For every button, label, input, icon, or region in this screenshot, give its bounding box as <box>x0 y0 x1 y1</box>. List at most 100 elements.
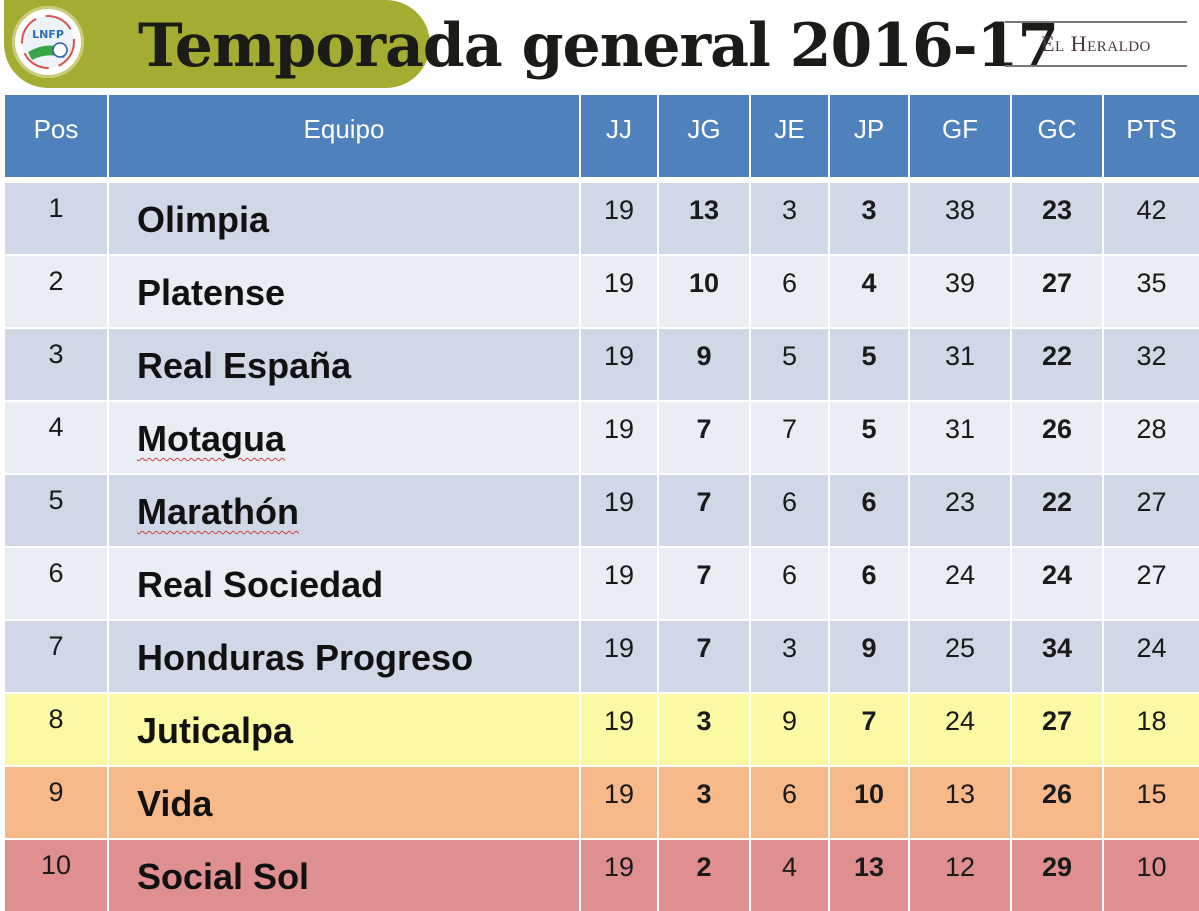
jg-cell: 13 <box>659 181 749 254</box>
col-header-jg[interactable]: JG <box>659 95 749 181</box>
gf-text: 38 <box>944 195 976 225</box>
jg-text: 7 <box>696 560 712 590</box>
col-header-jp[interactable]: JP <box>830 95 908 181</box>
jp-text: 7 <box>861 706 877 736</box>
je-cell: 6 <box>751 254 828 327</box>
gc-text: 22 <box>1041 341 1073 371</box>
jg-cell: 7 <box>659 546 749 619</box>
jj-text: 19 <box>603 706 635 736</box>
gc-cell: 26 <box>1012 400 1102 473</box>
col-header-pts[interactable]: PTS <box>1104 95 1199 181</box>
jg-cell: 2 <box>659 838 749 911</box>
gf-cell: 31 <box>910 400 1010 473</box>
col-header-gf[interactable]: GF <box>910 95 1010 181</box>
col-header-je[interactable]: JE <box>751 95 828 181</box>
jg-text: 7 <box>696 414 712 444</box>
brand-logo: El Heraldo <box>1005 21 1187 67</box>
jg-cell: 7 <box>659 473 749 546</box>
team-cell: Honduras Progreso <box>109 619 579 692</box>
jj-text: 19 <box>603 487 635 517</box>
jg-text: 9 <box>696 341 712 371</box>
je-cell: 5 <box>751 327 828 400</box>
team-cell: Marathón <box>109 473 579 546</box>
pts-text: 35 <box>1136 268 1167 298</box>
col-header-team[interactable]: Equipo <box>109 95 579 181</box>
pts-cell: 28 <box>1104 400 1199 473</box>
col-header-pos[interactable]: Pos <box>5 95 107 181</box>
banner: LNFP Temporada general 2016-17 El Herald… <box>0 0 1199 94</box>
pos-cell: 1 <box>5 181 107 254</box>
je-cell: 6 <box>751 473 828 546</box>
gc-text: 29 <box>1041 852 1073 882</box>
jp-cell: 5 <box>830 327 908 400</box>
col-header-gc[interactable]: GC <box>1012 95 1102 181</box>
jp-text: 9 <box>861 633 877 663</box>
jj-cell: 19 <box>581 400 657 473</box>
je-text: 6 <box>781 487 798 517</box>
pts-text: 15 <box>1136 779 1167 809</box>
jj-cell: 19 <box>581 765 657 838</box>
table-row: 3 Real España 19 9 5 5 31 22 32 <box>5 327 1199 400</box>
jp-text: 10 <box>853 779 885 809</box>
jp-text: 5 <box>861 414 877 444</box>
jp-cell: 5 <box>830 400 908 473</box>
pos-text: 1 <box>48 193 64 223</box>
gc-text: 22 <box>1041 487 1073 517</box>
gc-cell: 29 <box>1012 838 1102 911</box>
pos-cell: 10 <box>5 838 107 911</box>
team-text: Juticalpa <box>137 710 294 751</box>
gc-text: 24 <box>1041 560 1073 590</box>
pts-text: 27 <box>1136 560 1167 590</box>
pts-text: 27 <box>1136 487 1167 517</box>
jj-text: 19 <box>603 341 635 371</box>
pts-text: 10 <box>1136 852 1167 882</box>
team-text: Motagua <box>137 418 285 459</box>
jj-text: 19 <box>603 560 635 590</box>
gf-text: 24 <box>944 560 976 590</box>
standings-table: Pos Equipo JJ JG JE JP GF GC PTS 1 Olimpi… <box>3 95 1199 911</box>
je-text: 6 <box>781 560 798 590</box>
je-text: 3 <box>781 633 798 663</box>
col-header-jj[interactable]: JJ <box>581 95 657 181</box>
jg-text: 13 <box>688 195 720 225</box>
gc-cell: 23 <box>1012 181 1102 254</box>
pts-cell: 15 <box>1104 765 1199 838</box>
pos-text: 6 <box>48 558 64 588</box>
team-cell: Platense <box>109 254 579 327</box>
gf-cell: 39 <box>910 254 1010 327</box>
team-cell: Olimpia <box>109 181 579 254</box>
jj-text: 19 <box>603 195 635 225</box>
jp-cell: 10 <box>830 765 908 838</box>
gf-cell: 23 <box>910 473 1010 546</box>
lnfp-logo-icon: LNFP <box>12 6 84 78</box>
jg-cell: 9 <box>659 327 749 400</box>
pos-cell: 4 <box>5 400 107 473</box>
gc-text: 26 <box>1041 414 1073 444</box>
pos-text: 4 <box>48 412 64 442</box>
jj-cell: 19 <box>581 254 657 327</box>
jg-text: 3 <box>696 779 712 809</box>
je-text: 7 <box>781 414 798 444</box>
pts-text: 28 <box>1136 414 1167 444</box>
je-text: 6 <box>781 268 798 298</box>
pos-text: 3 <box>48 339 64 369</box>
team-text: Marathón <box>137 491 299 532</box>
jg-cell: 10 <box>659 254 749 327</box>
gc-text: 34 <box>1041 633 1073 663</box>
team-cell: Social Sol <box>109 838 579 911</box>
jp-cell: 7 <box>830 692 908 765</box>
pts-cell: 42 <box>1104 181 1199 254</box>
pts-cell: 24 <box>1104 619 1199 692</box>
table-row: 1 Olimpia 19 13 3 3 38 23 42 <box>5 181 1199 254</box>
gc-cell: 34 <box>1012 619 1102 692</box>
pos-text: 10 <box>40 850 72 880</box>
gf-cell: 24 <box>910 692 1010 765</box>
team-text: Honduras Progreso <box>137 637 474 678</box>
pos-text: 5 <box>48 485 64 515</box>
jp-text: 6 <box>861 487 877 517</box>
pts-text: 24 <box>1136 633 1167 663</box>
jj-cell: 19 <box>581 181 657 254</box>
je-cell: 3 <box>751 181 828 254</box>
jp-cell: 3 <box>830 181 908 254</box>
table-row: 2 Platense 19 10 6 4 39 27 35 <box>5 254 1199 327</box>
